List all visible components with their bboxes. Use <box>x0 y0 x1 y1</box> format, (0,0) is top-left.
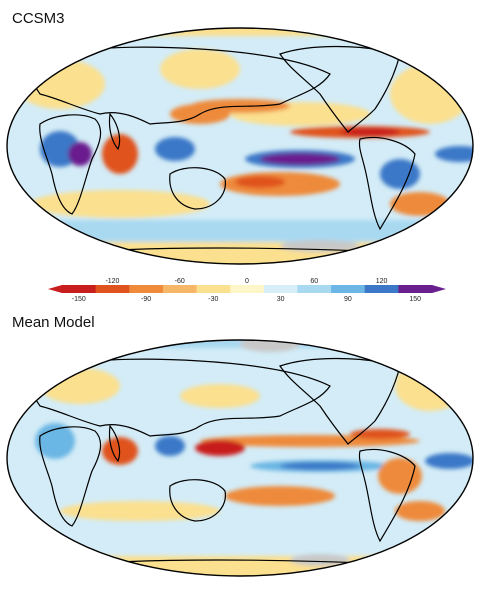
panel-title-ccsm3: CCSM3 <box>12 10 65 27</box>
colorbar-lower-tick: -90 <box>141 296 151 303</box>
colorbar-lower-tick: -150 <box>72 296 86 303</box>
colorbar-max-arrow <box>432 285 446 293</box>
ccsm3-map-border <box>6 27 474 265</box>
colorbar-lower-tick: -30 <box>208 296 218 303</box>
colorbar-bin <box>230 285 265 293</box>
mean-model-map <box>6 339 474 577</box>
ccsm3-field <box>7 28 473 264</box>
mean-model-map-border <box>6 339 474 577</box>
colorbar-upper-tick: 120 <box>376 278 388 285</box>
colorbar-bin <box>331 285 366 293</box>
colorbar-bin <box>398 285 433 293</box>
colorbar-bin <box>263 285 298 293</box>
colorbar-bin <box>196 285 231 293</box>
colorbar-upper-ticks: -120 -60 0 60 120 <box>105 278 387 285</box>
colorbar-bin <box>129 285 164 293</box>
colorbar-bin <box>162 285 198 293</box>
ccsm3-map <box>6 27 474 265</box>
colorbar: -120 -60 0 60 120 -150 -90 -30 30 90 150 <box>48 278 446 303</box>
colorbar-bin <box>95 285 130 293</box>
colorbar-upper-tick: 60 <box>310 278 318 285</box>
colorbar-lower-ticks: -150 -90 -30 30 90 150 <box>72 296 421 303</box>
colorbar-bin <box>297 285 332 293</box>
panel-title-mean-model: Mean Model <box>12 314 95 331</box>
colorbar-lower-tick: 150 <box>409 296 421 303</box>
colorbar-lower-tick: 30 <box>277 296 285 303</box>
colorbar-upper-tick: 0 <box>245 278 249 285</box>
colorbar-upper-tick: -120 <box>105 278 119 285</box>
colorbar-upper-tick: -60 <box>175 278 185 285</box>
colorbar-bin <box>62 285 97 293</box>
mean-model-field <box>7 340 473 576</box>
colorbar-min-arrow <box>48 285 62 293</box>
colorbar-bin <box>364 285 399 293</box>
colorbar-lower-tick: 90 <box>344 296 352 303</box>
colorbar-bins <box>48 285 446 293</box>
